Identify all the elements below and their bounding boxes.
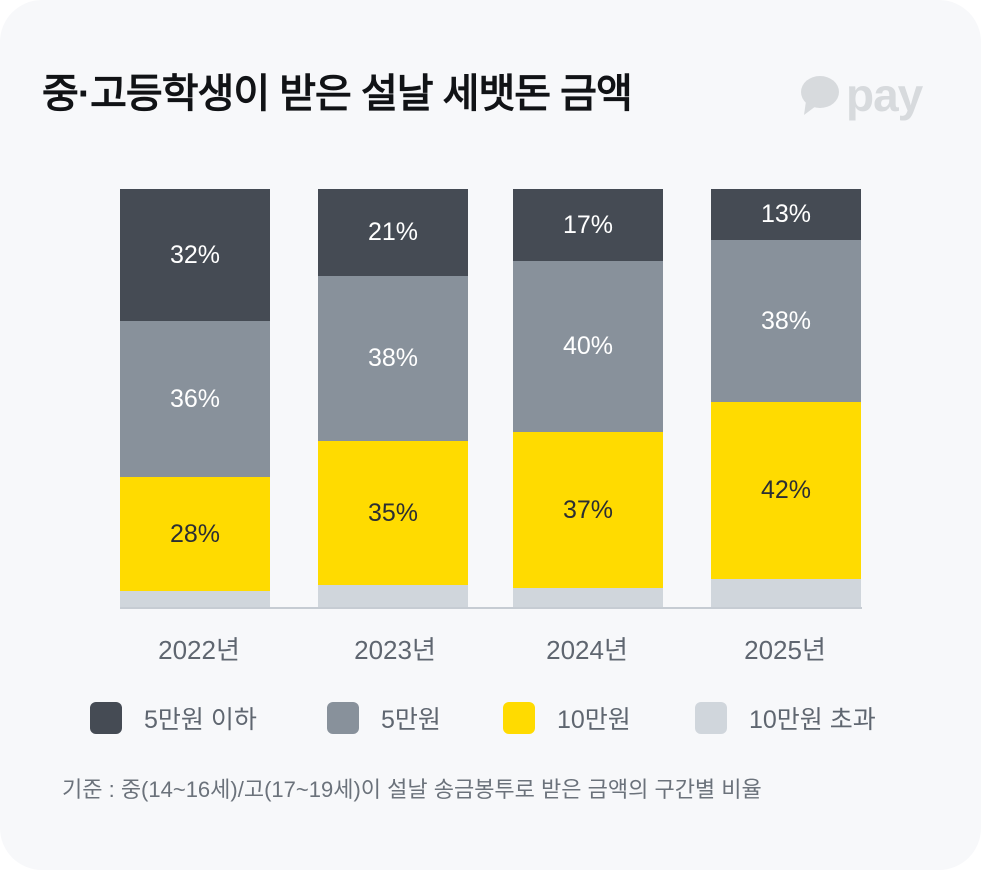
segment-under-50k: 13% bbox=[711, 189, 861, 240]
x-tick-label: 2025년 bbox=[744, 635, 826, 665]
segment-50k: 40% bbox=[513, 261, 663, 432]
legend-swatch bbox=[327, 702, 359, 734]
value-label: 42% bbox=[760, 476, 812, 504]
x-tick-label: 2023년 bbox=[354, 635, 436, 665]
kakaopay-logo: pay bbox=[800, 69, 923, 121]
legend-item-over-100k: 10만원 초과 bbox=[695, 700, 876, 736]
legend-swatch bbox=[503, 702, 535, 734]
value-label: 35% bbox=[367, 498, 419, 527]
legend-swatch bbox=[90, 702, 122, 734]
value-label: 28% bbox=[169, 519, 221, 548]
legend-label: 5만원 이하 bbox=[144, 706, 257, 734]
value-label: 17% bbox=[562, 210, 614, 239]
bar-2025: 13% 38% 42% bbox=[711, 189, 861, 608]
x-axis-line bbox=[120, 607, 862, 609]
chart-title: 중·고등학생이 받은 설날 세뱃돈 금액 bbox=[42, 72, 633, 116]
segment-under-50k: 17% bbox=[513, 189, 663, 261]
segment-under-50k: 32% bbox=[120, 189, 270, 321]
segment-50k: 36% bbox=[120, 321, 270, 477]
legend-label: 10만원 초과 bbox=[749, 706, 876, 734]
segment-50k: 38% bbox=[318, 276, 468, 441]
value-label: 38% bbox=[367, 344, 419, 372]
segment-100k: 37% bbox=[513, 432, 663, 588]
segment-100k: 28% bbox=[120, 477, 270, 591]
value-label: 37% bbox=[562, 495, 614, 524]
legend-swatch bbox=[695, 702, 727, 734]
bar-2023: 21% 38% 35% bbox=[318, 189, 468, 608]
legend-item-under-50k: 5만원 이하 bbox=[90, 700, 257, 736]
value-label: 21% bbox=[367, 218, 419, 246]
value-label: 38% bbox=[760, 306, 812, 335]
x-tick-label: 2022년 bbox=[158, 635, 240, 665]
segment-over-100k bbox=[318, 585, 468, 608]
legend-label: 5만원 bbox=[381, 706, 441, 734]
value-label: 13% bbox=[760, 200, 812, 228]
bar-2022: 32% 36% 28% bbox=[120, 189, 270, 608]
legend-item-50k: 5만원 bbox=[327, 700, 441, 736]
value-label: 36% bbox=[169, 384, 221, 413]
footnote: 기준 : 중(14~16세)/고(17~19세)이 설날 송금봉투로 받은 금액… bbox=[62, 777, 762, 802]
segment-100k: 42% bbox=[711, 402, 861, 579]
x-tick-label: 2024년 bbox=[546, 635, 628, 665]
bar-2024: 17% 40% 37% bbox=[513, 189, 663, 608]
logo-text: pay bbox=[846, 69, 923, 121]
legend-label: 10만원 bbox=[557, 706, 631, 734]
value-label: 32% bbox=[169, 240, 221, 269]
segment-100k: 35% bbox=[318, 441, 468, 585]
segment-50k: 38% bbox=[711, 240, 861, 402]
segment-under-50k: 21% bbox=[318, 189, 468, 276]
segment-over-100k bbox=[513, 588, 663, 608]
legend-item-100k: 10만원 bbox=[503, 700, 631, 736]
speech-bubble-icon bbox=[800, 75, 840, 115]
segment-over-100k bbox=[711, 579, 861, 608]
segment-over-100k bbox=[120, 591, 270, 608]
value-label: 40% bbox=[562, 332, 614, 360]
